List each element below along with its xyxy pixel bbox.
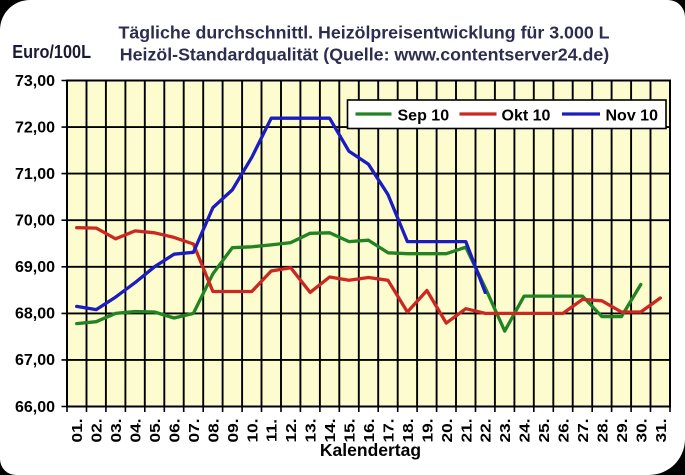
- svg-text:Kalendertag: Kalendertag: [320, 440, 421, 460]
- svg-text:03.: 03.: [108, 419, 125, 443]
- svg-text:14.: 14.: [322, 419, 339, 443]
- svg-text:12.: 12.: [283, 419, 300, 443]
- svg-text:23.: 23.: [497, 419, 514, 443]
- svg-text:05.: 05.: [147, 419, 164, 443]
- svg-text:Sep 10: Sep 10: [398, 107, 450, 124]
- svg-text:67,00: 67,00: [15, 352, 55, 369]
- svg-text:18.: 18.: [400, 419, 417, 443]
- svg-text:07.: 07.: [186, 419, 203, 443]
- svg-text:20.: 20.: [439, 419, 456, 443]
- svg-text:68,00: 68,00: [15, 306, 55, 323]
- svg-text:70,00: 70,00: [15, 213, 55, 230]
- svg-text:72,00: 72,00: [15, 119, 55, 136]
- svg-text:13.: 13.: [303, 419, 320, 443]
- svg-text:06.: 06.: [167, 419, 184, 443]
- svg-text:69,00: 69,00: [15, 259, 55, 276]
- svg-text:Nov 10: Nov 10: [606, 107, 659, 124]
- svg-text:31.: 31.: [653, 419, 670, 443]
- svg-text:71,00: 71,00: [15, 166, 55, 183]
- svg-text:15.: 15.: [342, 419, 359, 443]
- svg-text:25.: 25.: [536, 419, 553, 443]
- svg-text:66,00: 66,00: [15, 399, 55, 416]
- svg-text:19.: 19.: [419, 419, 436, 443]
- svg-text:22.: 22.: [478, 419, 495, 443]
- svg-text:04.: 04.: [128, 419, 145, 443]
- svg-text:26.: 26.: [556, 419, 573, 443]
- svg-text:73,00: 73,00: [15, 73, 55, 90]
- svg-text:Tägliche durchschnittl. Heizöl: Tägliche durchschnittl. Heizölpreisentwi…: [118, 23, 609, 43]
- svg-text:29.: 29.: [614, 419, 631, 443]
- svg-text:02.: 02.: [89, 419, 106, 443]
- svg-text:09.: 09.: [225, 419, 242, 443]
- svg-text:08.: 08.: [205, 419, 222, 443]
- svg-text:27.: 27.: [575, 419, 592, 443]
- svg-text:11.: 11.: [264, 419, 281, 442]
- svg-text:28.: 28.: [594, 419, 611, 443]
- svg-text:01.: 01.: [69, 419, 86, 443]
- svg-text:10.: 10.: [244, 419, 261, 443]
- svg-text:17.: 17.: [381, 419, 398, 443]
- svg-text:Okt 10: Okt 10: [502, 107, 551, 124]
- svg-text:24.: 24.: [517, 419, 534, 443]
- svg-text:21.: 21.: [458, 419, 475, 443]
- svg-text:Heizöl-Standardqualität (Quell: Heizöl-Standardqualität (Quelle: www.con…: [120, 45, 609, 65]
- svg-text:16.: 16.: [361, 419, 378, 443]
- svg-text:30.: 30.: [633, 419, 650, 443]
- svg-text:Euro/100L: Euro/100L: [12, 41, 91, 62]
